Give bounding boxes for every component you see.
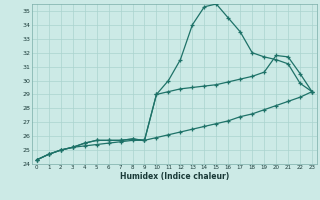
X-axis label: Humidex (Indice chaleur): Humidex (Indice chaleur) (120, 172, 229, 181)
